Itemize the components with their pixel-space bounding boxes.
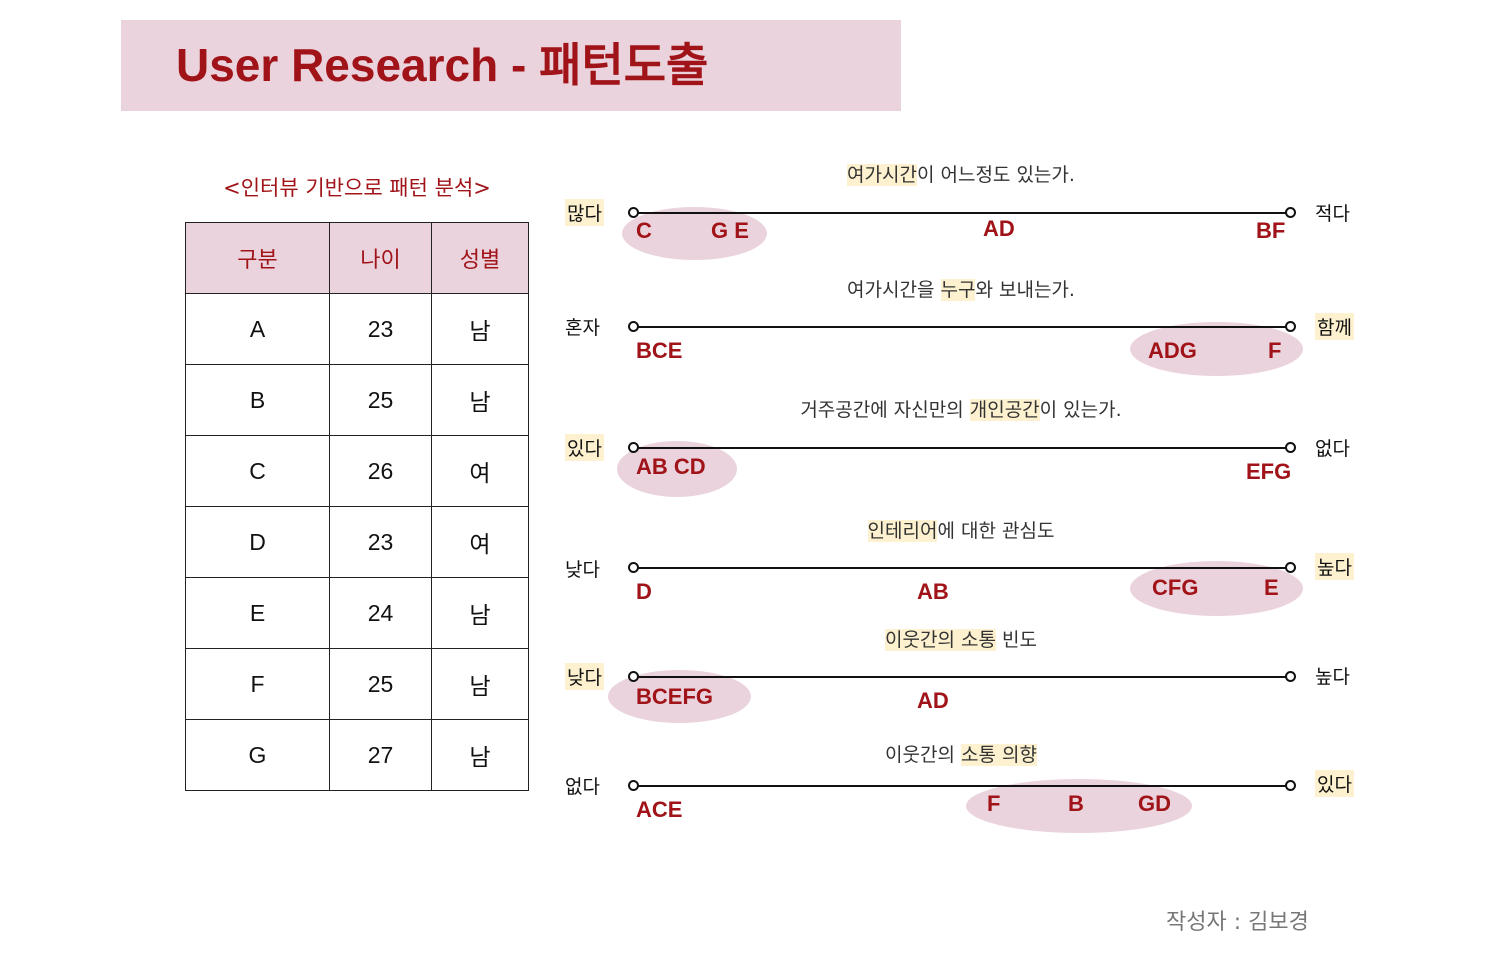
scale-left-label: 있다: [565, 434, 604, 461]
cell-age: 27: [329, 719, 432, 791]
scale-right-label: 없다: [1315, 438, 1350, 460]
participant-marker: B: [1068, 791, 1084, 816]
header-age: 나이: [329, 222, 432, 294]
table-row: C 26 여: [185, 435, 529, 507]
title-banner: [121, 20, 901, 111]
table-row: D 23 여: [185, 506, 529, 578]
scale-line: [636, 676, 1288, 678]
cluster-highlight: [966, 779, 1192, 833]
scale-endpoint-dot: [628, 671, 639, 682]
cell-age: 26: [329, 435, 432, 507]
header-gender: 성별: [431, 222, 529, 294]
participant-marker: AD: [917, 688, 949, 713]
header-group: 구분: [185, 222, 330, 294]
cell-group: A: [185, 293, 330, 365]
scale-left-label: 없다: [565, 776, 600, 798]
scale-question: 여가시간이 어느정도 있는가.: [847, 164, 1075, 186]
author-credit: 작성자 : 김보경: [1166, 910, 1309, 935]
scale-left-label: 많다: [565, 199, 604, 226]
scale-question: 이웃간의 소통 의향: [885, 744, 1037, 766]
table-row: B 25 남: [185, 364, 529, 436]
cell-age: 23: [329, 506, 432, 578]
scale-endpoint-dot: [1285, 562, 1296, 573]
cell-age: 23: [329, 293, 432, 365]
cell-age: 25: [329, 364, 432, 436]
scale-line: [636, 326, 1288, 328]
scale-right-label: 높다: [1315, 553, 1354, 580]
cell-gender: 남: [431, 719, 529, 791]
participant-marker: EFG: [1246, 459, 1292, 484]
participant-marker: GD: [1138, 791, 1171, 816]
scale-endpoint-dot: [628, 321, 639, 332]
scale-endpoint-dot: [628, 442, 639, 453]
scale-left-label: 낮다: [565, 663, 604, 690]
participant-marker: ACE: [636, 797, 683, 822]
participant-marker: C: [636, 218, 652, 243]
participant-marker: G E: [711, 218, 749, 243]
scale-line: [636, 785, 1288, 787]
participant-marker: BCE: [636, 338, 683, 363]
cell-age: 24: [329, 577, 432, 649]
table-row: G 27 남: [185, 719, 529, 791]
scale-endpoint-dot: [628, 780, 639, 791]
cell-gender: 남: [431, 577, 529, 649]
cell-group: G: [185, 719, 330, 791]
table-row: A 23 남: [185, 293, 529, 365]
cell-group: C: [185, 435, 330, 507]
cell-age: 25: [329, 648, 432, 720]
cell-gender: 남: [431, 364, 529, 436]
table-caption: <인터뷰 기반으로 패턴 분석>: [223, 176, 491, 200]
cluster-highlight: [622, 207, 767, 260]
scale-question: 거주공간에 자신만의 개인공간이 있는가.: [800, 399, 1122, 421]
scale-line: [636, 567, 1288, 569]
participant-marker: E: [1264, 575, 1279, 600]
participant-table: 구분 나이 성별 A 23 남 B 25 남 C 26 여 D 23 여 E 2…: [185, 222, 529, 791]
cell-gender: 남: [431, 293, 529, 365]
scale-endpoint-dot: [1285, 207, 1296, 218]
participant-marker: D: [636, 579, 652, 604]
table-row: F 25 남: [185, 648, 529, 720]
cell-gender: 여: [431, 506, 529, 578]
scale-endpoint-dot: [1285, 671, 1296, 682]
scale-right-label: 적다: [1315, 203, 1350, 225]
cluster-highlight: [1130, 322, 1303, 376]
scale-endpoint-dot: [628, 207, 639, 218]
scale-endpoint-dot: [1285, 442, 1296, 453]
cell-gender: 여: [431, 435, 529, 507]
participant-marker: BCEFG: [636, 684, 713, 709]
cell-group: E: [185, 577, 330, 649]
table-header-row: 구분 나이 성별: [185, 222, 529, 294]
participant-marker: F: [987, 791, 1001, 816]
cell-gender: 남: [431, 648, 529, 720]
scale-question: 여가시간을 누구와 보내는가.: [847, 279, 1075, 301]
cluster-highlight: [1130, 561, 1303, 616]
participant-marker: F: [1268, 338, 1282, 363]
scale-question: 이웃간의 소통 빈도: [885, 629, 1037, 651]
scale-endpoint-dot: [628, 562, 639, 573]
scale-left-label: 낮다: [565, 559, 600, 581]
scale-question: 인테리어에 대한 관심도: [867, 520, 1055, 542]
table-row: E 24 남: [185, 577, 529, 649]
cell-group: B: [185, 364, 330, 436]
participant-marker: AD: [983, 216, 1015, 241]
scale-left-label: 혼자: [565, 317, 600, 339]
participant-marker: BF: [1256, 218, 1286, 243]
scale-line: [636, 212, 1288, 214]
scale-endpoint-dot: [1285, 321, 1296, 332]
participant-marker: AB CD: [636, 454, 706, 479]
page-title: User Research - 패턴도출: [176, 39, 709, 91]
participant-marker: CFG: [1152, 575, 1199, 600]
scale-right-label: 함께: [1315, 313, 1354, 340]
scale-line: [636, 447, 1288, 449]
cell-group: F: [185, 648, 330, 720]
cell-group: D: [185, 506, 330, 578]
participant-marker: ADG: [1148, 338, 1197, 363]
scale-right-label: 있다: [1315, 770, 1354, 797]
scale-endpoint-dot: [1285, 780, 1296, 791]
scale-right-label: 높다: [1315, 666, 1350, 688]
participant-marker: AB: [917, 579, 949, 604]
